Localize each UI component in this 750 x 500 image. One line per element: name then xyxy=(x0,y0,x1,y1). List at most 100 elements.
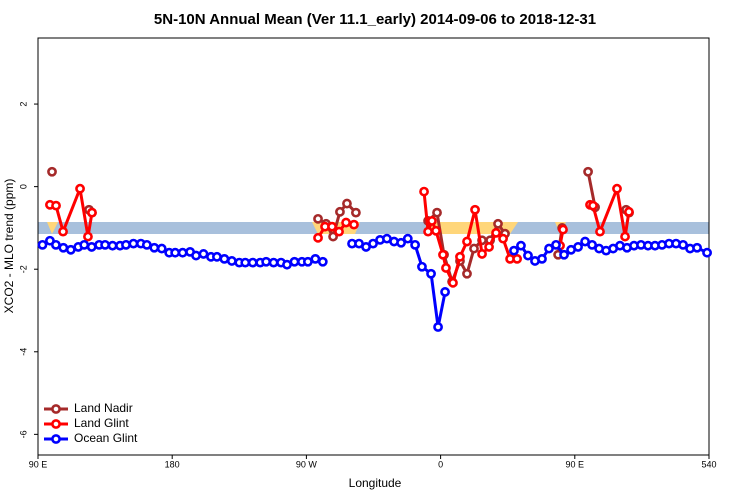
legend-label: Land Nadir xyxy=(74,401,133,415)
data-point xyxy=(498,233,508,244)
data-point xyxy=(587,239,597,250)
data-point xyxy=(368,238,378,249)
data-point xyxy=(58,226,68,237)
data-point xyxy=(341,217,351,228)
data-point xyxy=(678,239,688,250)
data-point xyxy=(313,232,323,243)
data-point xyxy=(432,207,442,218)
data-point xyxy=(537,253,547,264)
data-point xyxy=(433,322,443,332)
highlight xyxy=(47,222,58,234)
data-point xyxy=(516,240,526,251)
data-point xyxy=(47,166,57,177)
data-point xyxy=(426,268,436,279)
data-point xyxy=(170,247,181,258)
data-point xyxy=(588,200,598,211)
x-tick-label: 90 E xyxy=(566,459,585,469)
data-point xyxy=(79,239,90,250)
data-point xyxy=(83,231,93,242)
data-point xyxy=(141,239,152,250)
x-axis-label: Longitude xyxy=(349,476,402,490)
data-point xyxy=(50,239,61,250)
data-point xyxy=(107,240,118,251)
data-point xyxy=(351,207,361,218)
data-point xyxy=(327,221,337,232)
y-tick-label: 0 xyxy=(18,184,28,189)
data-point xyxy=(121,239,131,250)
data-point xyxy=(509,245,519,256)
legend-marker xyxy=(51,434,61,444)
data-point xyxy=(128,238,139,249)
data-point xyxy=(342,198,352,209)
y-tick-label: -2 xyxy=(18,265,28,273)
data-point xyxy=(559,249,569,260)
legend-marker xyxy=(51,404,61,414)
data-point xyxy=(261,256,272,267)
legend-label: Land Glint xyxy=(74,416,129,430)
data-point xyxy=(551,239,561,250)
data-point xyxy=(282,259,292,270)
data-point xyxy=(58,242,69,253)
data-point xyxy=(470,204,480,215)
data-point xyxy=(419,186,429,197)
data-point xyxy=(441,263,451,273)
data-point xyxy=(268,257,279,268)
data-point xyxy=(523,250,533,261)
data-point xyxy=(402,233,413,244)
data-point xyxy=(544,243,554,254)
data-point xyxy=(198,249,209,259)
data-point xyxy=(692,242,702,253)
data-point xyxy=(448,277,458,288)
data-point xyxy=(583,166,593,177)
legend-label: Ocean Glint xyxy=(74,431,138,445)
x-tick-label: 0 xyxy=(438,459,443,469)
data-point xyxy=(410,239,421,250)
data-point xyxy=(620,231,630,242)
data-point xyxy=(396,237,406,248)
data-point xyxy=(219,253,230,264)
data-point xyxy=(310,253,321,264)
x-tick-label: 540 xyxy=(701,459,716,469)
data-point xyxy=(512,253,522,264)
y-tick-label: 2 xyxy=(18,102,28,107)
data-point xyxy=(438,249,448,260)
x-tick-label: 180 xyxy=(165,459,180,469)
data-point xyxy=(493,218,503,229)
data-point xyxy=(349,219,359,230)
data-point xyxy=(334,226,344,237)
data-point xyxy=(313,213,323,224)
data-point xyxy=(65,244,76,255)
legend-marker xyxy=(51,419,61,429)
data-point xyxy=(484,242,494,252)
data-point xyxy=(558,224,568,235)
data-point xyxy=(75,183,85,194)
y-axis-label: XCO2 - MLO trend (ppm) xyxy=(2,179,16,314)
data-point xyxy=(624,206,634,217)
data-point xyxy=(289,256,300,267)
data-point xyxy=(302,256,313,267)
data-point xyxy=(423,226,433,237)
data-point xyxy=(51,200,61,211)
data-point xyxy=(427,216,437,226)
data-point xyxy=(149,242,160,253)
x-tick-label: 90 E xyxy=(29,459,48,469)
data-point xyxy=(702,247,712,258)
data-point xyxy=(335,206,345,217)
data-point xyxy=(455,251,465,262)
chart-title: 5N-10N Annual Mean (Ver 11.1_early) 2014… xyxy=(154,11,596,28)
x-tick-label: 90 W xyxy=(296,459,318,469)
data-point xyxy=(469,243,479,254)
data-point xyxy=(226,256,237,266)
data-point xyxy=(462,236,472,247)
data-point xyxy=(317,256,328,267)
data-point xyxy=(177,247,188,258)
data-point xyxy=(417,261,427,272)
reference-band xyxy=(38,222,709,234)
data-point xyxy=(595,226,605,237)
data-point xyxy=(440,287,450,297)
data-point xyxy=(328,231,338,242)
data-point xyxy=(87,207,97,218)
y-tick-label: -4 xyxy=(18,348,28,356)
data-point xyxy=(462,268,472,279)
